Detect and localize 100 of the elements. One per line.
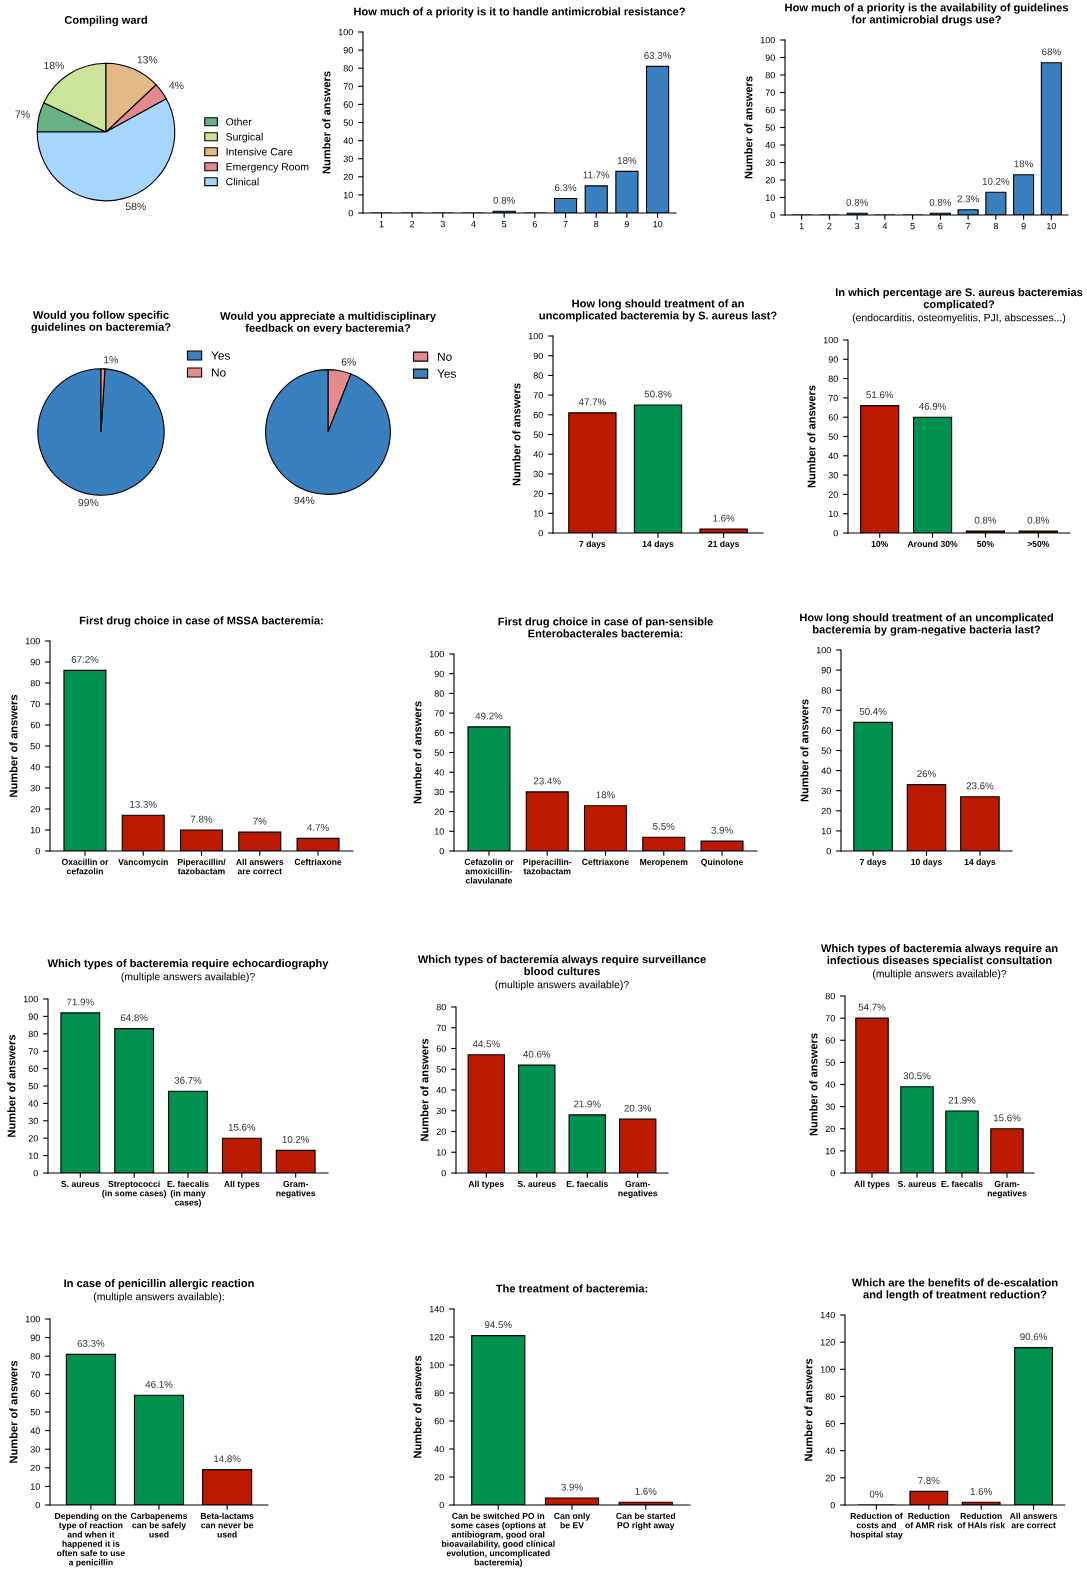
data-label: 99% — [78, 498, 99, 507]
y-tick-label: 50 — [828, 433, 838, 440]
y-tick-label: 70 — [343, 83, 353, 90]
y-tick-label: 20 — [436, 1128, 446, 1135]
y-tick-label: 60 — [30, 1390, 40, 1397]
data-label: 6% — [341, 358, 356, 366]
y-tick-label: 140 — [429, 1305, 444, 1313]
annotation: 21.9% — [948, 1096, 976, 1104]
annotation: 50.8% — [644, 390, 672, 398]
y-tick-label: 30 — [765, 159, 775, 166]
x-tick-label: S. aureus — [61, 1180, 100, 1187]
annotation: 94.5% — [484, 1321, 512, 1329]
y-tick-label: 60 — [828, 414, 838, 421]
annotation: 36.7% — [174, 1076, 202, 1084]
y-tick-label: 70 — [765, 89, 775, 96]
annotation: 18% — [1014, 160, 1033, 168]
x-tick-label: Can only be EV — [554, 1512, 591, 1529]
chart-title: How long should treatment of an uncomplicated bacteremia by gram-negative bacteria last? — [800, 613, 1053, 636]
y-tick-label: 20 — [821, 807, 831, 815]
legend-label: Intensive Care — [226, 147, 293, 156]
y-tick-label: 70 — [533, 392, 543, 399]
chart-title: Which types of bacteremia always require an infectious diseases specialist consultation — [820, 944, 1058, 967]
y-tick-label: 80 — [821, 687, 831, 694]
y-tick-label: 20 — [765, 176, 775, 184]
annotation: 18% — [596, 791, 615, 799]
y-tick-label: 90 — [533, 352, 543, 360]
chart-title: Would you appreciate a multidisciplinary feedback on every bacteremia? — [220, 311, 436, 335]
y-axis-title: Number of answers — [322, 71, 331, 174]
chart-title: In case of penicillin allergic reaction — [64, 1279, 254, 1290]
y-tick-label: 10 — [765, 194, 775, 201]
x-tick-label: 3 — [440, 220, 445, 228]
annotation: 0% — [869, 1490, 884, 1498]
data-label: 18% — [44, 61, 64, 70]
y-tick-label: 80 — [533, 372, 543, 379]
chart-title: Would you follow specific guidelines on bacteremia? — [31, 310, 171, 334]
y-tick-label: 100 — [429, 650, 444, 658]
y-tick-label: 60 — [825, 1037, 835, 1044]
x-tick-label: All types — [468, 1180, 504, 1189]
x-tick-label: Carbapenems can be safely used — [130, 1512, 188, 1538]
x-tick-label: 4 — [882, 222, 888, 230]
y-tick-label: 100 — [338, 28, 353, 36]
x-tick-label: 4 — [471, 220, 476, 228]
x-tick-label: Piperacillin/ tazobactam — [177, 858, 226, 875]
y-tick-label: 100 — [23, 995, 38, 1003]
x-tick-label: 3 — [854, 222, 860, 230]
y-tick-label: 0 — [826, 847, 831, 855]
y-tick-label: 90 — [343, 47, 353, 54]
y-tick-label: 20 — [30, 805, 40, 813]
y-tick-label: 50 — [765, 124, 775, 131]
chart-subtitle: (multiple answers available): — [93, 1292, 224, 1303]
y-tick-label: 120 — [820, 1339, 835, 1346]
annotation: 44.5% — [472, 1040, 500, 1048]
legend-label: Yes — [437, 369, 456, 378]
x-tick-label: Can be started PO right away — [616, 1512, 676, 1530]
chart-title: How long should treatment of an uncomplicated bacteremia by S. aureus last? — [539, 299, 777, 322]
x-tick-label: 1 — [799, 222, 804, 230]
x-tick-label: E. faecalis — [566, 1180, 608, 1187]
annotation: 15.6% — [228, 1123, 256, 1131]
annotation: 23.4% — [533, 777, 561, 785]
chart-title: First drug choice in case of MSSA bacteremia: — [79, 616, 323, 627]
annotation: 6.3% — [554, 184, 577, 192]
y-tick-label: 50 — [434, 749, 444, 756]
annotation: 11.7% — [583, 171, 610, 179]
annotation: 10.2% — [982, 177, 1010, 185]
chart-subtitle: (multiple answers available)? — [121, 972, 255, 983]
annotation: 0.8% — [929, 198, 952, 206]
annotation: 21.9% — [573, 1100, 601, 1108]
y-axis-title: Number of answers — [413, 1355, 422, 1458]
x-tick-label: 6 — [938, 222, 943, 230]
annotation: 1.6% — [970, 1487, 992, 1495]
y-tick-label: 30 — [343, 155, 353, 163]
chart-title: Which are the benefits of de-escalation and length of treatment reduction? — [851, 1278, 1058, 1301]
y-tick-label: 10 — [825, 1147, 835, 1155]
y-tick-label: 0 — [439, 847, 444, 855]
x-tick-label: 7 days — [860, 858, 887, 867]
y-axis-title: Number of answers — [807, 385, 816, 488]
x-tick-label: Gram- negatives — [987, 1180, 1027, 1198]
x-tick-label: 2 — [410, 220, 415, 228]
annotation: 14.8% — [214, 1455, 241, 1463]
chart-title: In which percentage are S. aureus bacteremias complicated? — [835, 287, 1083, 311]
annotation: 68% — [1042, 48, 1061, 56]
y-tick-label: 50 — [343, 119, 353, 126]
y-axis-title: Number of answers — [800, 699, 809, 802]
y-tick-label: 20 — [825, 1125, 835, 1133]
y-tick-label: 0 — [33, 1169, 38, 1177]
y-tick-label: 50 — [436, 1066, 446, 1073]
legend-label: Clinical — [226, 177, 259, 186]
annotation: 10.2% — [282, 1136, 310, 1143]
chart-title: Which types of bacteremia always require surveillance blood cultures — [417, 955, 706, 976]
y-tick-label: 100 — [25, 1315, 40, 1323]
y-tick-label: 80 — [28, 1030, 38, 1038]
x-tick-label: Ceftriaxone — [582, 858, 629, 865]
y-tick-label: 50 — [30, 1408, 40, 1416]
x-tick-label: 5 — [502, 220, 507, 228]
y-tick-label: 80 — [436, 1003, 446, 1011]
annotation: 49.2% — [475, 712, 503, 720]
y-tick-label: 10 — [30, 826, 40, 834]
y-tick-label: 90 — [30, 1334, 40, 1341]
legend-label: Emergency Room — [226, 163, 309, 173]
y-tick-label: 50 — [821, 747, 831, 754]
